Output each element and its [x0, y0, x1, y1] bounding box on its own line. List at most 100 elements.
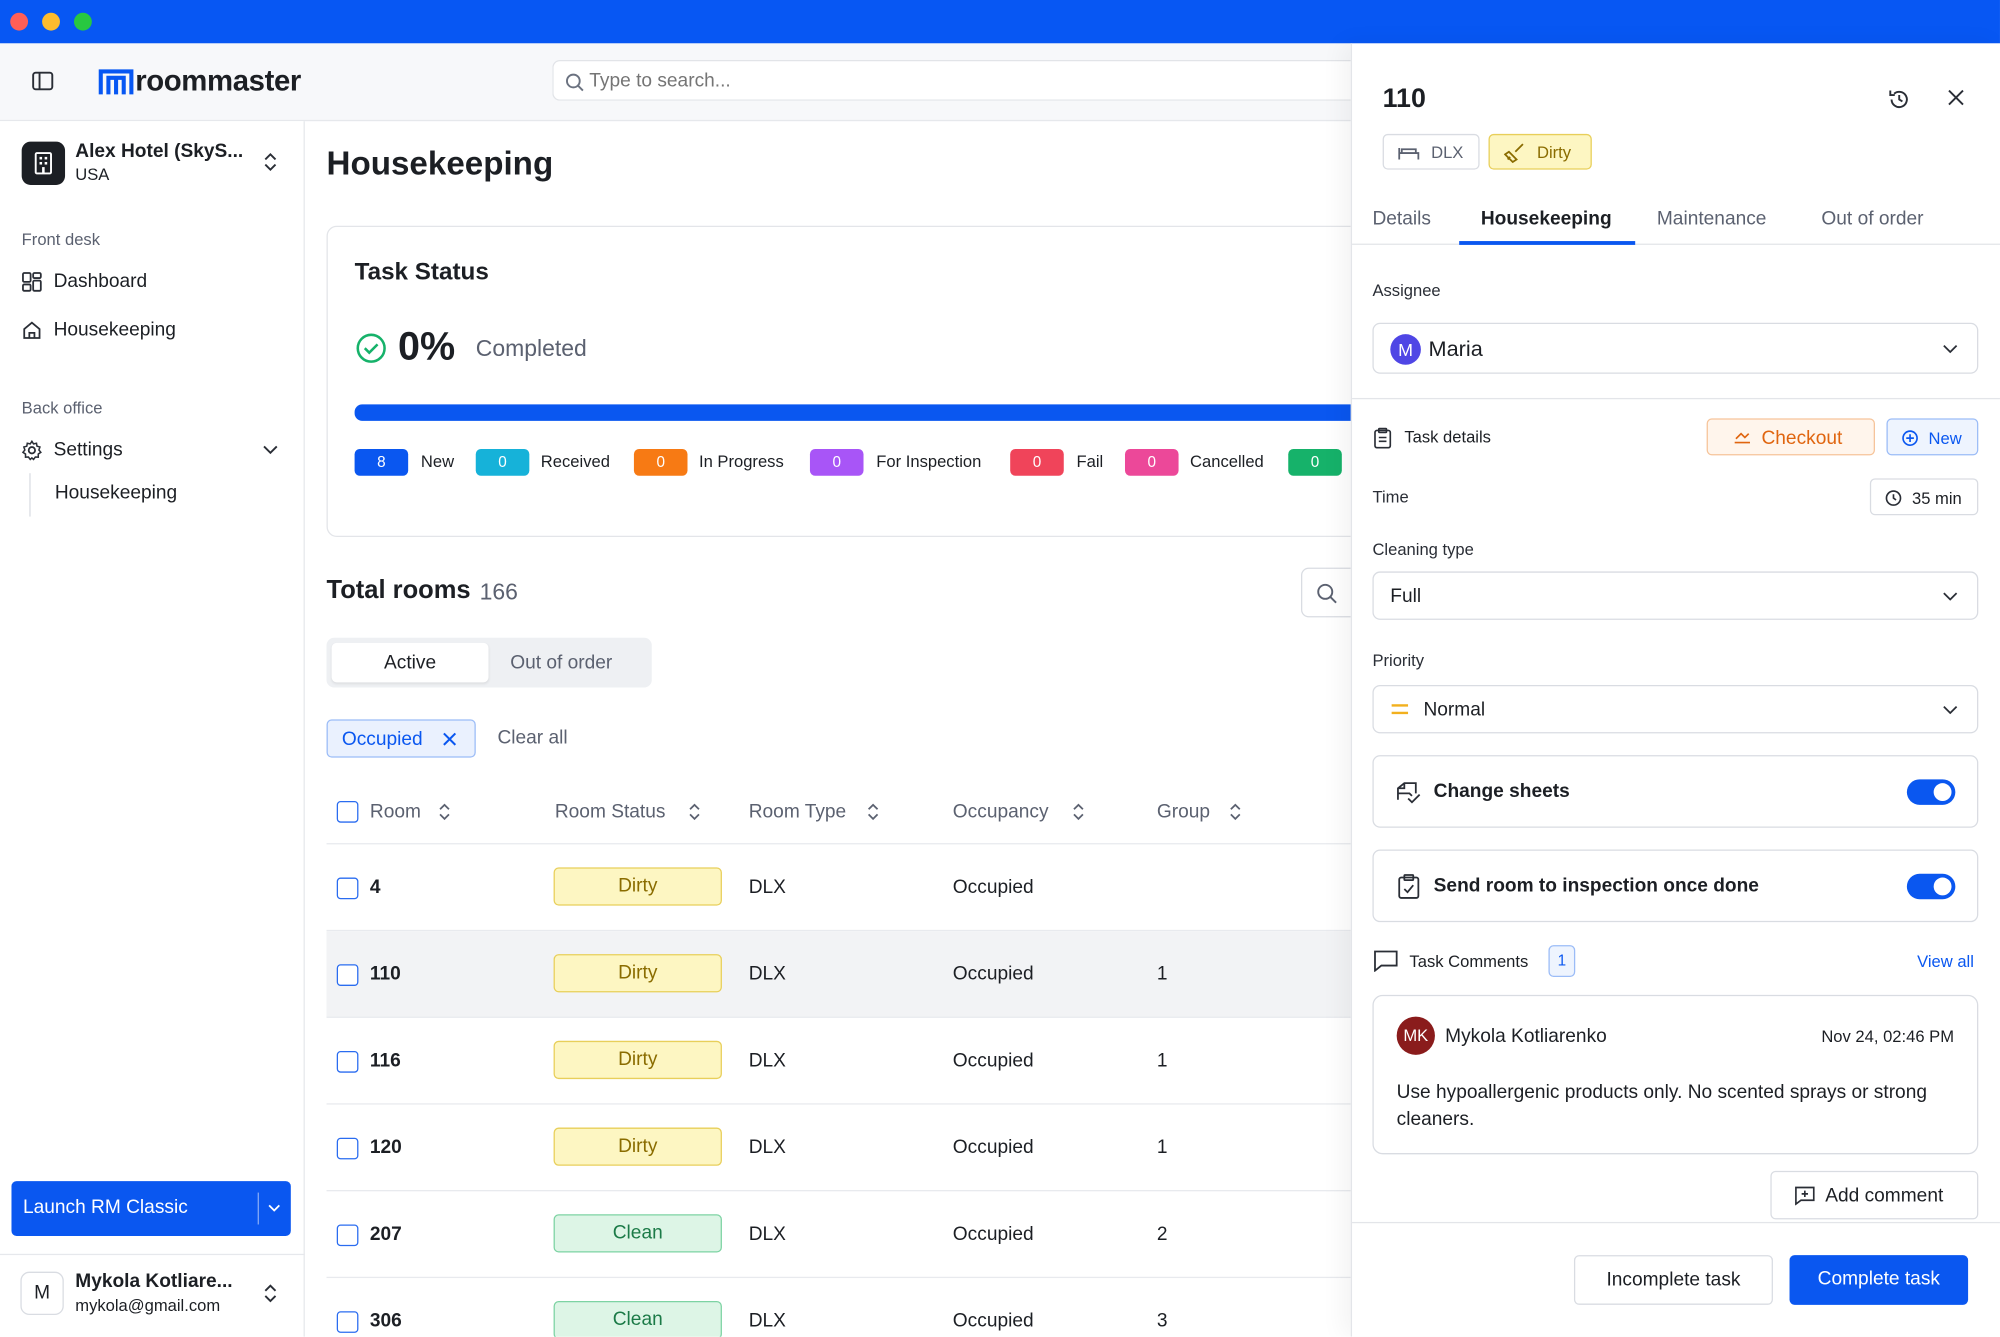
section-back-office: Back office	[21, 397, 103, 418]
minimize-window-button[interactable]	[42, 12, 60, 31]
group: 1	[1156, 1136, 1168, 1159]
comment-icon	[1374, 950, 1398, 972]
close-panel-icon[interactable]	[1948, 89, 1965, 106]
comment-date: Nov 24, 02:46 PM	[1821, 1026, 1955, 1046]
active-tab-indicator	[1459, 241, 1636, 245]
cleaning-type-label: Cleaning type	[1372, 539, 1474, 559]
assignee-value: Maria	[1428, 336, 1483, 361]
table-row[interactable]: 207 Clean DLX Occupied 2	[326, 1191, 1353, 1279]
search-icon	[565, 73, 584, 92]
clock-icon	[1885, 490, 1902, 506]
sort-icon[interactable]	[1071, 802, 1085, 821]
launch-rm-classic-button[interactable]: Launch RM Classic	[11, 1181, 291, 1236]
clear-all-button[interactable]: Clear all	[497, 727, 568, 749]
table-row[interactable]: 120 Dirty DLX Occupied 1	[326, 1105, 1353, 1192]
status-badge-label: Dirty	[1536, 142, 1572, 162]
assignee-label: Assignee	[1372, 280, 1441, 300]
status-badge: Dirty	[1488, 133, 1592, 170]
add-comment-label: Add comment	[1825, 1184, 1944, 1207]
priority-value: Normal	[1423, 698, 1486, 721]
group: 1	[1156, 963, 1168, 985]
group: 1	[1156, 1049, 1168, 1072]
column-header[interactable]: Occupancy	[952, 801, 1049, 823]
panel-tab[interactable]: Maintenance	[1656, 207, 1767, 230]
room-number: 120	[369, 1136, 402, 1159]
table-row[interactable]: 306 Clean DLX Occupied 3	[327, 1278, 1353, 1337]
chevron-down-icon[interactable]	[263, 445, 278, 455]
room-status-badge: Dirty	[553, 954, 722, 993]
launch-chevron-down-icon[interactable]	[268, 1204, 281, 1212]
column-header[interactable]: Group	[1156, 801, 1211, 823]
column-header[interactable]: Room Status	[554, 801, 666, 823]
hotel-name[interactable]: Alex Hotel (SkyS...	[75, 140, 244, 162]
hotel-switcher-icon[interactable]	[263, 152, 278, 172]
comment-author: Mykola Kotliarenko	[1445, 1025, 1607, 1048]
comment-avatar: MK	[1396, 1016, 1435, 1055]
filter-chip-occupied[interactable]: Occupied	[326, 719, 476, 758]
occupancy: Occupied	[952, 963, 1034, 985]
sidebar-toggle-icon[interactable]	[32, 71, 54, 91]
search-bar[interactable]	[552, 59, 1353, 101]
sort-icon[interactable]	[866, 802, 880, 821]
search-input[interactable]	[589, 67, 1100, 94]
add-comment-button[interactable]: Add comment	[1770, 1170, 1979, 1220]
incomplete-task-button[interactable]: Incomplete task	[1573, 1255, 1773, 1305]
status-chip-count: 0	[1288, 448, 1342, 476]
chevron-down-icon	[1943, 345, 1958, 354]
sidebar-subitem-housekeeping[interactable]: Housekeeping	[54, 482, 178, 504]
history-icon[interactable]	[1888, 88, 1911, 111]
sidebar-item-dashboard[interactable]: Dashboard	[53, 270, 148, 293]
maximize-window-button[interactable]	[73, 12, 92, 31]
table-row[interactable]: 4 Dirty DLX Occupied	[326, 844, 1353, 932]
row-checkbox[interactable]	[336, 1051, 359, 1073]
complete-task-button[interactable]: Complete task	[1789, 1255, 1969, 1305]
row-checkbox[interactable]	[336, 964, 359, 986]
room-type-badge: DLX	[1382, 133, 1480, 170]
hotel-country: USA	[75, 164, 110, 184]
priority-select[interactable]: Normal	[1372, 684, 1979, 734]
room-status-badge: Dirty	[553, 867, 722, 906]
sort-icon[interactable]	[1228, 802, 1242, 821]
room-type: DLX	[748, 876, 786, 898]
close-icon[interactable]	[443, 732, 457, 746]
chevron-down-icon	[1943, 705, 1958, 715]
sidebar-item-settings[interactable]: Settings	[53, 438, 123, 461]
checkout-badge[interactable]: Checkout	[1706, 418, 1875, 456]
priority-normal-icon	[1391, 704, 1409, 715]
user-menu-icon[interactable]	[263, 1283, 278, 1303]
status-chip-count: 0	[633, 448, 688, 476]
assignee-select[interactable]: M Maria	[1372, 322, 1979, 374]
row-checkbox[interactable]	[336, 1224, 359, 1247]
divider	[1352, 397, 2000, 400]
status-chip-count: 0	[1010, 448, 1064, 476]
row-checkbox[interactable]	[336, 1311, 359, 1333]
status-chip-count: 0	[1124, 448, 1179, 476]
tab-out-of-order[interactable]: Out of order	[510, 651, 613, 674]
close-window-button[interactable]	[10, 12, 29, 31]
room-status-badge: Dirty	[553, 1127, 722, 1166]
send-inspection-toggle[interactable]	[1906, 873, 1956, 900]
tab-active[interactable]: Active	[331, 642, 489, 683]
new-status-badge[interactable]: New	[1886, 418, 1979, 456]
column-header[interactable]: Room Type	[748, 801, 847, 823]
column-header[interactable]: Room	[369, 801, 421, 823]
change-sheets-toggle[interactable]	[1906, 779, 1956, 805]
user-name[interactable]: Mykola Kotliare...	[75, 1270, 233, 1293]
select-all-checkbox[interactable]	[336, 801, 359, 823]
panel-tab[interactable]: Out of order	[1821, 207, 1924, 230]
status-chip-label: In Progress	[698, 451, 784, 471]
sort-icon[interactable]	[687, 802, 701, 821]
launch-divider	[257, 1192, 259, 1225]
sort-icon[interactable]	[437, 802, 451, 821]
view-all-link[interactable]: View all	[1917, 951, 1974, 971]
cleaning-type-select[interactable]: Full	[1372, 571, 1979, 620]
table-row[interactable]: 116 Dirty DLX Occupied 1	[326, 1018, 1353, 1105]
panel-tab[interactable]: Housekeeping	[1480, 207, 1612, 230]
row-checkbox[interactable]	[336, 877, 359, 900]
brand-name[interactable]: roommaster	[135, 63, 301, 97]
sidebar-item-housekeeping[interactable]: Housekeeping	[53, 318, 176, 341]
panel-tab[interactable]: Details	[1372, 207, 1431, 230]
building-icon	[34, 152, 52, 175]
row-checkbox[interactable]	[336, 1137, 359, 1160]
table-row[interactable]: 110 Dirty DLX Occupied 1	[326, 931, 1353, 1018]
